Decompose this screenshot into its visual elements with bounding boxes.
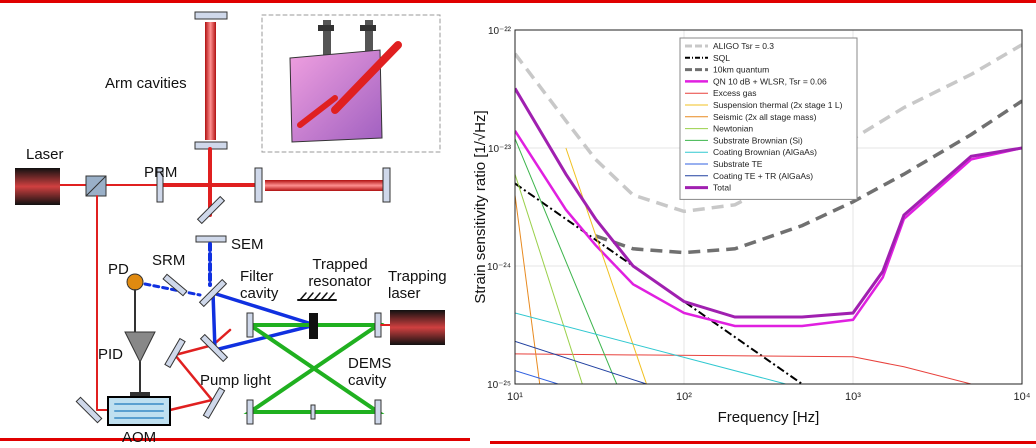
shape (127, 274, 143, 290)
legend-label: ALIGO Tsr = 0.3 (713, 41, 774, 51)
shape (360, 25, 376, 31)
label: PRM (144, 164, 177, 181)
label: Laser (26, 146, 64, 163)
shape (375, 400, 381, 424)
legend-label: Coating Brownian (AlGaAs) (713, 147, 817, 157)
legend-label: Excess gas (713, 88, 756, 98)
x-axis-label: Frequency [Hz] (718, 409, 820, 426)
label: Pump light (200, 372, 271, 389)
label: SRM (152, 252, 185, 269)
shape (383, 168, 390, 202)
legend-label: Coating TE + TR (AlGaAs) (713, 171, 813, 181)
y-tick-label: 10⁻²⁵ (487, 380, 511, 391)
label: Trapped resonator (300, 256, 380, 290)
legend-label: Total (713, 183, 731, 193)
label: Filter cavity (240, 268, 295, 302)
legend-label: 10km quantum (713, 65, 769, 75)
top-border (0, 0, 1036, 3)
shape (163, 274, 187, 295)
x-tick-label: 10³ (845, 391, 861, 403)
y-tick-label: 10⁻²² (488, 26, 512, 37)
x-tick-label: 10¹ (507, 391, 523, 403)
shape (247, 400, 253, 424)
shape (125, 332, 155, 362)
x-tick-label: 10² (676, 391, 692, 403)
legend-label: Suspension thermal (2x stage 1 L) (713, 100, 843, 110)
shape (195, 12, 227, 19)
x-tick-label: 10⁴ (1014, 391, 1031, 403)
label: DEMS cavity (348, 355, 398, 389)
shape (318, 25, 334, 31)
shape (265, 180, 383, 191)
label: AOM (122, 429, 156, 446)
canvas: 10⁻²⁵ 10⁻²⁴ 10⁻²³ 10⁻²² 10¹ 10² 10³ 10⁴ Frequenc… (0, 0, 1036, 448)
legend-label: Substrate Brownian (Si) (713, 135, 803, 145)
label: SEM (231, 236, 264, 253)
bottom-border (0, 438, 470, 441)
shape (255, 168, 262, 202)
shape (311, 405, 315, 419)
figure: 10⁻²⁵ 10⁻²⁴ 10⁻²³ 10⁻²² 10¹ 10² 10³ 10⁴ Frequenc… (0, 0, 1036, 448)
legend-label: Seismic (2x all stage mass) (713, 112, 817, 122)
shape (309, 313, 318, 339)
bottom-border (490, 441, 1036, 444)
label: PD (108, 261, 129, 278)
shape (15, 168, 60, 205)
shape (196, 236, 226, 242)
shape (300, 293, 334, 300)
label: Trapping laser (388, 268, 448, 302)
legend-label: QN 10 dB + WLSR, Tsr = 0.06 (713, 76, 827, 86)
label: Arm cavities (105, 75, 187, 92)
legend-label: Substrate TE (713, 159, 763, 169)
shape (205, 22, 216, 140)
shape (390, 310, 445, 345)
legend-label: Newtonian (713, 124, 753, 134)
y-tick-label: 10⁻²⁴ (487, 262, 511, 273)
y-axis-label: Strain sensitivity ratio [1/√Hz] (472, 110, 489, 303)
label: PID (98, 346, 123, 363)
shape (247, 313, 253, 337)
legend-label: SQL (713, 53, 730, 63)
y-tick-label: 10⁻²³ (488, 144, 512, 155)
